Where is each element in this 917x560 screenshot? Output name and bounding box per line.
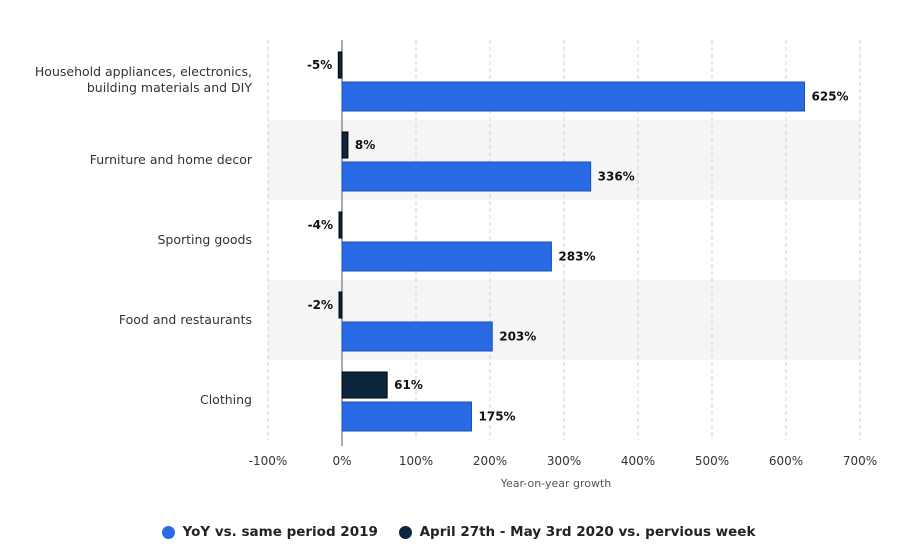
legend-marker-weekly — [398, 525, 412, 539]
bar-yoy[interactable] — [341, 81, 805, 112]
x-tick-label: 700% — [843, 454, 877, 468]
x-axis-title: Year-on-year growth — [500, 477, 612, 490]
category-labels: Household appliances, electronics, buildi… — [35, 64, 253, 407]
data-labels: -5% 8% -4% -2% 61% 625% 336% 283% 203% 175% — [307, 58, 849, 424]
bar-yoy[interactable] — [341, 241, 552, 272]
x-tick-label: 300% — [547, 454, 581, 468]
bar-yoy[interactable] — [341, 161, 592, 192]
bar-yoy[interactable] — [341, 401, 472, 432]
data-label-yoy: 283% — [558, 250, 595, 264]
x-tick-label: -100% — [249, 454, 288, 468]
x-tick-label: 500% — [695, 454, 729, 468]
bar-weekly[interactable] — [338, 291, 343, 319]
x-tick-label: 400% — [621, 454, 655, 468]
data-label-weekly: -2% — [308, 298, 333, 312]
data-label-yoy: 625% — [812, 90, 849, 104]
x-tick-label: 100% — [399, 454, 433, 468]
data-label-yoy: 175% — [479, 410, 516, 424]
category-label: Furniture and home decor — [90, 152, 253, 167]
legend: YoY vs. same period 2019 April 27th - Ma… — [0, 524, 917, 543]
legend-item-weekly[interactable]: April 27th - May 3rd 2020 vs. pervious w… — [398, 524, 756, 540]
data-label-yoy: 203% — [499, 330, 536, 344]
x-tick-label: 600% — [769, 454, 803, 468]
bar-yoy[interactable] — [341, 321, 493, 352]
legend-label-yoy: YoY vs. same period 2019 — [182, 524, 378, 540]
category-label: Sporting goods — [157, 232, 252, 247]
data-label-yoy: 336% — [598, 170, 635, 184]
legend-marker-yoy — [161, 525, 175, 539]
category-label: Clothing — [200, 392, 252, 407]
data-label-weekly: 8% — [355, 138, 375, 152]
category-label: Food and restaurants — [119, 312, 252, 327]
bar-weekly[interactable] — [337, 51, 343, 79]
category-label: Household appliances, electronics, buildi… — [35, 64, 252, 95]
data-label-weekly: -5% — [307, 58, 332, 72]
data-label-weekly: 61% — [394, 378, 423, 392]
bar-weekly[interactable] — [341, 131, 349, 159]
bars — [337, 51, 805, 432]
bar-weekly[interactable] — [341, 371, 388, 399]
legend-label-weekly: April 27th - May 3rd 2020 vs. pervious w… — [419, 524, 756, 540]
bar-weekly[interactable] — [338, 211, 343, 239]
x-tick-label: 0% — [332, 454, 351, 468]
bar-chart: Household appliances, electronics, buildi… — [35, 40, 877, 490]
legend-item-yoy[interactable]: YoY vs. same period 2019 — [161, 524, 378, 540]
x-tick-labels: -100% 0% 100% 200% 300% 400% 500% 600% 700% — [249, 454, 877, 468]
data-label-weekly: -4% — [308, 218, 333, 232]
x-tick-label: 200% — [473, 454, 507, 468]
